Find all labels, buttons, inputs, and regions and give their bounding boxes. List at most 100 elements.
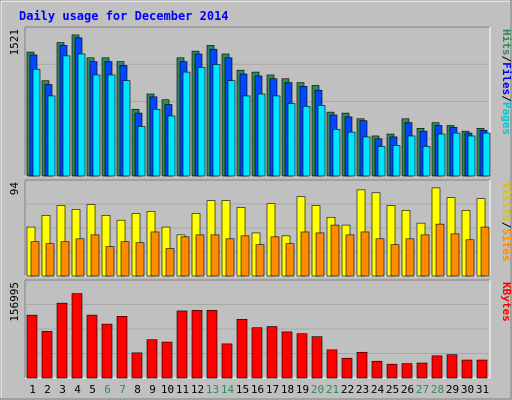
bar-sites-day-4 (75, 238, 85, 277)
bar-sites-day-16 (255, 244, 265, 277)
panel-hits-max-label: 1521 (8, 29, 21, 56)
x-tick-label: 7 (119, 383, 126, 396)
legend-entry-sites: Sites (500, 228, 512, 261)
bar-sites-day-27 (420, 234, 430, 277)
bar-pages-day-15 (242, 95, 251, 177)
x-tick-label: 17 (266, 383, 279, 396)
panel-kbytes-max-label: 156995 (8, 282, 21, 322)
bar-kbytes-day-1 (26, 314, 38, 379)
chart-title: Daily usage for December 2014 (19, 9, 229, 23)
legend-entry-separator: / (500, 95, 512, 102)
x-tick-label: 13 (206, 383, 219, 396)
bar-sites-day-28 (435, 223, 445, 277)
bar-kbytes-day-27 (416, 362, 428, 379)
bar-kbytes-day-28 (431, 355, 443, 379)
bar-kbytes-day-21 (326, 349, 338, 379)
panel-hits-legend: Hits/Files/Pages (500, 29, 512, 135)
x-tick-label: 10 (161, 383, 174, 396)
bar-pages-day-5 (92, 74, 101, 177)
bar-kbytes-day-8 (131, 352, 143, 379)
bar-pages-day-31 (482, 132, 491, 177)
bar-sites-day-3 (60, 241, 70, 277)
x-tick-label: 9 (149, 383, 156, 396)
bar-kbytes-day-29 (446, 354, 458, 379)
x-tick-label: 27 (416, 383, 429, 396)
bar-pages-day-21 (332, 128, 341, 177)
bar-sites-day-20 (315, 232, 325, 277)
bar-kbytes-day-3 (56, 302, 68, 379)
x-tick-label: 25 (386, 383, 399, 396)
bar-kbytes-day-7 (116, 316, 128, 379)
bar-sites-day-7 (120, 241, 130, 277)
bar-sites-day-21 (330, 224, 340, 277)
bar-sites-day-13 (210, 234, 220, 277)
bar-pages-day-4 (77, 53, 86, 177)
legend-entry-pages: Pages (500, 102, 512, 135)
bar-pages-day-29 (452, 132, 461, 177)
bar-sites-day-8 (135, 242, 145, 277)
x-tick-label: 20 (311, 383, 324, 396)
bar-kbytes-day-17 (266, 326, 278, 379)
legend-entry-visits: Visits (500, 182, 512, 222)
bar-kbytes-day-25 (386, 363, 398, 379)
bar-pages-day-26 (407, 135, 416, 177)
bar-sites-day-25 (390, 244, 400, 277)
bar-kbytes-day-31 (476, 359, 488, 379)
bar-pages-day-14 (227, 80, 236, 177)
bar-kbytes-day-13 (206, 310, 218, 379)
bar-sites-day-26 (405, 238, 415, 277)
bar-sites-day-18 (285, 243, 295, 277)
x-tick-label: 18 (281, 383, 294, 396)
bar-pages-day-2 (47, 95, 56, 177)
bar-pages-day-19 (302, 106, 311, 177)
bar-sites-day-10 (165, 248, 175, 277)
legend-entry-files: Files (500, 62, 512, 95)
bar-sites-day-15 (240, 235, 250, 277)
bar-pages-day-18 (287, 103, 296, 177)
bar-pages-day-7 (122, 80, 131, 177)
bar-sites-day-11 (180, 236, 190, 277)
x-tick-label: 14 (221, 383, 235, 396)
bar-pages-day-20 (317, 105, 326, 177)
bar-kbytes-day-26 (401, 363, 413, 379)
x-tick-label: 4 (74, 383, 81, 396)
bar-kbytes-day-5 (86, 314, 98, 379)
bar-pages-day-8 (137, 126, 146, 177)
bar-kbytes-day-12 (191, 310, 203, 379)
bar-kbytes-day-11 (176, 310, 188, 379)
bar-sites-day-22 (345, 234, 355, 277)
bar-kbytes-day-6 (101, 323, 113, 379)
bar-kbytes-day-2 (41, 330, 53, 379)
bar-sites-day-2 (45, 243, 55, 277)
x-tick-label: 11 (176, 383, 189, 396)
panel-hits: 1521 Hits/Files/Pages (8, 26, 512, 177)
bar-pages-day-1 (32, 68, 41, 177)
bar-pages-day-6 (107, 74, 116, 177)
bar-sites-day-30 (465, 239, 475, 277)
bar-kbytes-day-23 (356, 351, 368, 379)
bar-pages-day-28 (437, 133, 446, 177)
x-tick-label: 12 (191, 383, 204, 396)
x-tick-label: 22 (341, 383, 354, 396)
x-tick-label: 21 (326, 383, 339, 396)
x-tick-label: 24 (371, 383, 385, 396)
bar-kbytes-day-24 (371, 360, 383, 379)
x-tick-label: 28 (431, 383, 444, 396)
bar-pages-day-3 (62, 55, 71, 177)
bar-kbytes-day-14 (221, 343, 233, 379)
bar-sites-day-17 (270, 236, 280, 277)
legend-entry-separator: / (500, 222, 512, 229)
x-tick-label: 3 (59, 383, 66, 396)
bar-sites-day-23 (360, 231, 370, 277)
panel-kbytes-legend: KBytes (500, 282, 512, 322)
x-tick-label: 30 (461, 383, 474, 396)
bar-sites-day-5 (90, 234, 100, 277)
bar-sites-day-31 (480, 226, 490, 277)
bar-pages-day-12 (197, 67, 206, 177)
bar-kbytes-day-22 (341, 357, 353, 379)
bar-kbytes-day-9 (146, 339, 158, 379)
bar-sites-day-29 (450, 233, 460, 277)
bar-kbytes-day-19 (296, 333, 308, 379)
x-tick-label: 23 (356, 383, 369, 396)
